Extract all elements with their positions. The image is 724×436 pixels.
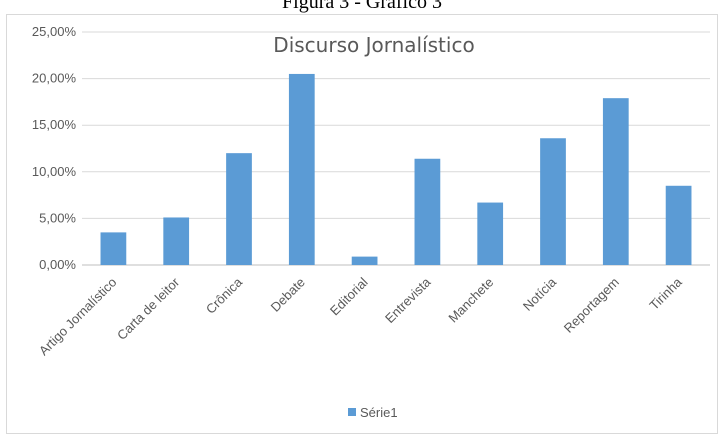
bar — [351, 256, 378, 265]
bar — [665, 185, 692, 265]
x-tick-label: Artigo Jornalístico — [36, 275, 120, 359]
bar — [477, 202, 504, 265]
x-tick-label: Tirinha — [646, 274, 685, 313]
x-tick-label: Editorial — [327, 274, 371, 318]
y-axis-ticks: 0,00% 5,00% 10,00% 15,00% 20,00% 25,00% — [32, 24, 77, 272]
y-tick-label: 0,00% — [39, 257, 76, 272]
x-tick-label: Debate — [268, 275, 308, 315]
legend-label: Série1 — [360, 405, 398, 420]
x-tick-label: Notícia — [520, 274, 560, 314]
y-tick-label: 15,00% — [32, 117, 77, 132]
figure-caption: Figura 3 - Gráfico 3 — [282, 0, 442, 13]
y-tick-label: 10,00% — [32, 164, 77, 179]
x-tick-label: Reportagem — [561, 275, 622, 336]
bar — [100, 232, 127, 265]
bar — [163, 217, 190, 265]
bar — [288, 73, 315, 265]
bar — [540, 138, 566, 265]
x-tick-label: Entrevista — [382, 274, 434, 326]
bars — [100, 73, 692, 265]
y-tick-label: 5,00% — [39, 210, 76, 225]
y-tick-label: 25,00% — [32, 24, 77, 39]
x-tick-label: Crônica — [203, 274, 246, 317]
legend: Série1 — [348, 405, 398, 420]
bar — [414, 158, 441, 265]
legend-swatch — [348, 408, 356, 416]
x-tick-label: Manchete — [445, 275, 496, 326]
bar — [226, 153, 252, 265]
chart-title: Discurso Jornalístico — [273, 33, 474, 57]
chart-area — [6, 14, 718, 434]
x-tick-label: Carta de leitor — [114, 274, 183, 343]
y-tick-label: 20,00% — [32, 71, 77, 86]
bar — [602, 98, 629, 265]
